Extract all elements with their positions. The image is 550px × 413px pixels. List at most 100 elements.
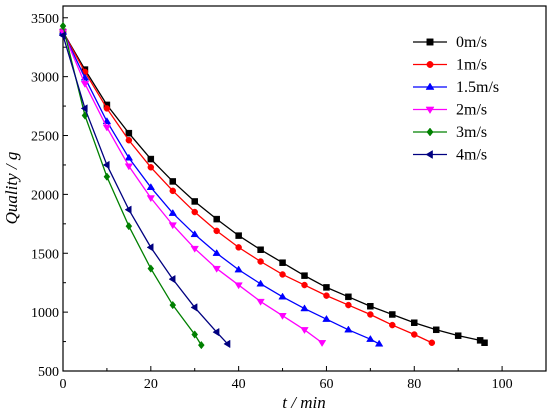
data-point xyxy=(59,21,67,31)
data-point xyxy=(197,340,205,350)
legend-marker xyxy=(425,106,435,114)
data-point xyxy=(345,301,352,309)
data-point xyxy=(234,282,243,290)
data-point xyxy=(169,187,177,195)
data-point xyxy=(146,195,156,203)
x-tick-label: 60 xyxy=(319,377,333,392)
series-line xyxy=(62,31,433,344)
data-point xyxy=(367,311,374,318)
data-point xyxy=(212,249,221,256)
legend-marker xyxy=(426,38,434,46)
data-point xyxy=(80,81,90,88)
legend-item: 1.5m/s xyxy=(413,79,499,96)
data-point xyxy=(103,105,111,112)
legend-item: 4m/s xyxy=(413,147,487,164)
data-point xyxy=(169,178,177,185)
series-4 xyxy=(59,21,205,350)
data-point xyxy=(454,332,462,339)
data-point xyxy=(234,265,243,273)
x-tick-label: 100 xyxy=(492,377,513,392)
x-axis-title: t / min xyxy=(282,393,325,412)
series-5 xyxy=(58,31,231,349)
y-tick-label: 1000 xyxy=(31,306,59,321)
data-point xyxy=(213,215,220,223)
data-point xyxy=(300,327,309,335)
data-point xyxy=(146,183,156,190)
data-point xyxy=(102,160,110,170)
legend-marker xyxy=(426,61,434,68)
x-tick-label: 20 xyxy=(144,377,158,392)
data-point xyxy=(103,172,111,181)
data-point xyxy=(168,274,176,284)
data-point xyxy=(317,340,327,347)
data-point xyxy=(213,227,220,235)
data-point xyxy=(147,264,155,273)
data-point xyxy=(374,339,384,347)
legend-marker xyxy=(425,82,435,90)
legend-item: 0m/s xyxy=(413,34,487,51)
data-point xyxy=(191,208,198,216)
y-tick-label: 2000 xyxy=(31,188,59,203)
data-point xyxy=(190,230,199,238)
data-point xyxy=(322,314,331,322)
data-point xyxy=(191,198,198,205)
x-tick-label: 0 xyxy=(60,377,67,392)
legend-label: 2m/s xyxy=(456,102,487,119)
axis-ticks: 0 20 40 60 80 100 500 1000 1500 2000 2500 3000 3500 xyxy=(31,12,513,392)
data-point xyxy=(169,300,177,310)
data-point xyxy=(257,246,264,253)
data-point xyxy=(301,281,308,289)
data-point xyxy=(212,327,220,337)
data-point xyxy=(223,339,231,349)
x-tick-label: 80 xyxy=(407,377,421,392)
data-point xyxy=(344,325,353,333)
data-point xyxy=(102,124,112,132)
legend-label: 1.5m/s xyxy=(456,79,499,96)
data-point xyxy=(367,302,374,310)
data-point xyxy=(411,319,418,326)
legend-label: 3m/s xyxy=(456,124,487,141)
data-point xyxy=(323,292,330,299)
data-point xyxy=(125,129,133,137)
data-point xyxy=(432,326,440,334)
data-point xyxy=(124,153,134,161)
data-point xyxy=(235,232,242,239)
legend-item: 1m/s xyxy=(413,57,487,74)
data-point xyxy=(256,279,265,287)
legend-marker xyxy=(426,127,434,137)
legend: 0m/s 1m/s 1.5m/s 2m/s 3m/s 4m/s xyxy=(413,34,499,164)
data-point xyxy=(345,293,352,301)
data-point xyxy=(278,313,287,320)
data-point xyxy=(481,339,488,346)
y-tick-label: 3000 xyxy=(31,71,59,86)
data-point xyxy=(146,243,154,252)
y-tick-label: 2500 xyxy=(31,130,59,145)
data-point xyxy=(278,292,287,300)
plot-frame xyxy=(62,5,547,372)
data-point xyxy=(125,136,133,144)
data-point xyxy=(411,331,418,338)
data-point xyxy=(191,330,199,339)
y-tick-label: 500 xyxy=(38,365,59,380)
series-line xyxy=(62,31,380,345)
series-0 xyxy=(59,28,488,346)
data-point xyxy=(257,258,264,265)
data-point xyxy=(279,259,286,266)
data-point xyxy=(389,321,396,329)
legend-item: 2m/s xyxy=(413,102,487,119)
data-point xyxy=(125,222,133,231)
y-tick-label: 3500 xyxy=(31,12,59,27)
data-point xyxy=(168,208,177,216)
data-point xyxy=(256,298,265,306)
legend-label: 0m/s xyxy=(456,34,487,51)
data-point xyxy=(389,311,396,318)
data-point xyxy=(147,164,155,171)
y-axis-title: Quality / g xyxy=(2,152,21,225)
series-line xyxy=(62,25,202,346)
data-point xyxy=(124,205,132,214)
legend-marker xyxy=(425,150,433,159)
series-layer xyxy=(58,21,488,350)
legend-label: 1m/s xyxy=(456,57,487,74)
